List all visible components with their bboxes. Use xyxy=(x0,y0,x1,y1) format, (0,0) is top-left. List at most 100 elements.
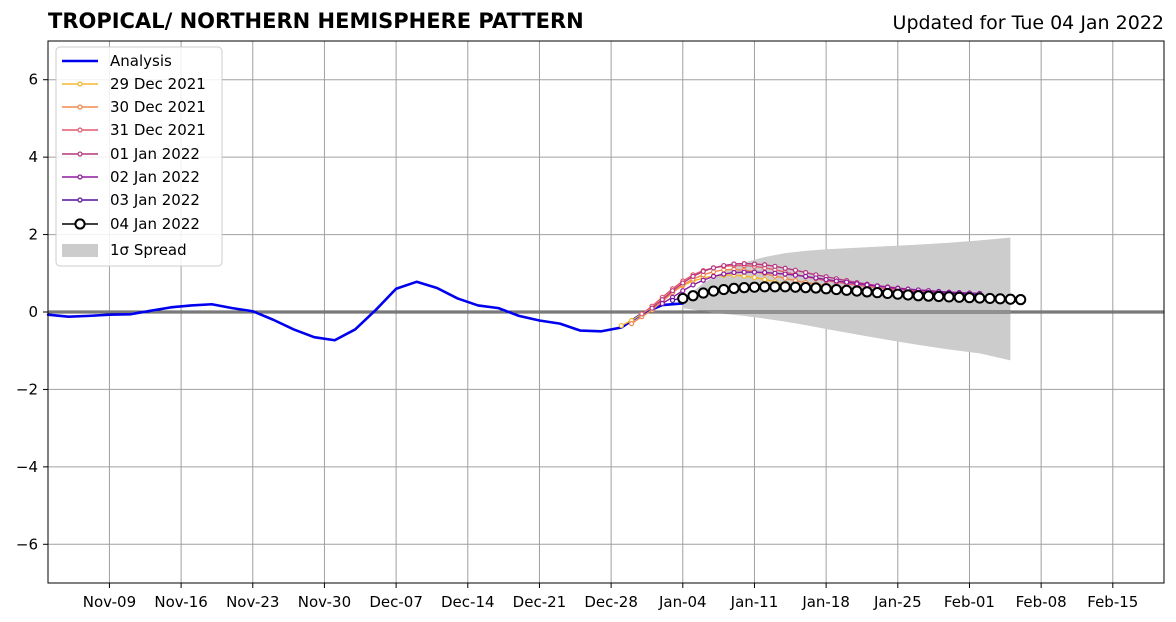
current-point xyxy=(943,291,955,303)
forecast-point xyxy=(792,272,799,278)
forecast-point xyxy=(721,262,727,269)
x-tick-label: Jan-25 xyxy=(873,593,922,611)
current-point xyxy=(718,283,730,296)
forecast-point xyxy=(762,262,768,268)
legend-entry: 29 Dec 2021 xyxy=(62,75,206,93)
legend-label: 01 Jan 2022 xyxy=(110,145,200,163)
current-point xyxy=(677,292,689,305)
legend-label: 03 Jan 2022 xyxy=(110,191,200,209)
legend-marker xyxy=(77,174,83,180)
legend-marker xyxy=(77,81,83,87)
x-axis-ticks: Nov-09 Nov-16 Nov-23 Nov-30 Dec-07 Dec-14 Dec-… xyxy=(83,583,1138,611)
x-tick-label: Nov-09 xyxy=(83,593,136,611)
current-point xyxy=(830,283,842,296)
forecast-point xyxy=(762,276,768,283)
current-forecast-series xyxy=(677,281,1027,306)
legend-label: 30 Dec 2021 xyxy=(110,98,206,116)
legend-entry: 02 Jan 2022 xyxy=(62,168,200,186)
analysis-line xyxy=(46,280,685,342)
forecast-point xyxy=(803,273,809,279)
forecast-point xyxy=(639,311,645,317)
y-tick-label: 2 xyxy=(28,226,38,244)
current-point xyxy=(800,282,812,294)
current-point xyxy=(892,288,904,300)
chart-title: TROPICAL/ NORTHERN HEMISPHERE PATTERN xyxy=(48,9,584,33)
forecast-point xyxy=(751,274,758,281)
x-tick-label: Nov-16 xyxy=(154,593,207,611)
forecast-point xyxy=(844,279,850,285)
legend-entry: Analysis xyxy=(62,52,172,70)
x-tick-label: Jan-04 xyxy=(658,593,707,611)
y-tick-label: −6 xyxy=(16,535,38,553)
legend-label: Analysis xyxy=(110,52,172,70)
forecast-point xyxy=(700,277,706,283)
legend-box xyxy=(55,46,223,267)
current-point xyxy=(912,290,924,302)
x-tick-label: Nov-30 xyxy=(298,593,351,611)
current-point xyxy=(820,283,832,295)
current-point xyxy=(851,285,863,297)
current-point xyxy=(728,282,740,294)
x-tick-label: Feb-08 xyxy=(1016,593,1067,611)
y-tick-label: 0 xyxy=(28,303,38,321)
x-tick-label: Jan-11 xyxy=(730,593,779,611)
current-point xyxy=(871,287,883,299)
legend-entry: 31 Dec 2021 xyxy=(62,121,206,139)
x-tick-label: Nov-23 xyxy=(226,593,279,611)
legend-label: 1σ Spread xyxy=(110,241,187,259)
forecast-point xyxy=(669,297,676,303)
forecast-point xyxy=(680,288,686,294)
current-point xyxy=(974,292,986,304)
plot-frame xyxy=(47,40,1165,584)
forecast-point xyxy=(762,269,768,276)
forecast-point xyxy=(659,300,665,307)
x-tick-label: Feb-01 xyxy=(944,593,995,611)
forecast-point xyxy=(813,275,819,281)
legend-entry: 04 Jan 2022 xyxy=(62,215,200,233)
legend: Analysis 29 Dec 2021 30 Dec 2021 31 Dec 202… xyxy=(55,46,223,267)
forecast-point xyxy=(741,269,747,275)
legend-marker xyxy=(77,127,83,133)
legend-entry: 1σ Spread xyxy=(62,241,187,259)
legend-marker xyxy=(74,218,86,230)
forecast-point xyxy=(782,271,788,277)
y-axis-ticks: −6 −4 −2 0 2 4 6 xyxy=(16,71,48,553)
legend-entry: 01 Jan 2022 xyxy=(62,145,200,163)
legend-entry: 30 Dec 2021 xyxy=(62,98,206,116)
zero-line xyxy=(48,310,1164,314)
legend-label: 29 Dec 2021 xyxy=(110,75,206,93)
x-tick-label: Jan-18 xyxy=(801,593,850,611)
updated-date: Updated for Tue 04 Jan 2022 xyxy=(892,12,1164,34)
forecast-point xyxy=(751,261,758,267)
forecast-point xyxy=(680,280,686,286)
grid-lines xyxy=(48,41,1164,583)
x-tick-label: Dec-21 xyxy=(513,593,567,611)
forecast-point xyxy=(792,267,799,273)
forecast-point xyxy=(700,268,706,274)
forecast-point xyxy=(669,288,676,294)
forecast-point xyxy=(710,273,717,279)
current-point xyxy=(881,287,894,300)
current-point xyxy=(769,281,781,293)
forecast-point xyxy=(772,270,778,276)
y-tick-label: 6 xyxy=(28,71,38,89)
legend-marker xyxy=(77,197,83,203)
forecast-point xyxy=(731,261,737,267)
legend-label: 02 Jan 2022 xyxy=(110,168,200,186)
forecast-point xyxy=(731,269,737,276)
current-point xyxy=(759,281,771,293)
current-point xyxy=(1004,293,1017,305)
current-point xyxy=(922,290,935,302)
x-tick-label: Dec-14 xyxy=(441,593,495,611)
forecast-point xyxy=(782,275,788,281)
current-point xyxy=(861,286,873,298)
current-point xyxy=(738,282,750,294)
forecast-point xyxy=(854,281,860,287)
current-point xyxy=(789,281,802,293)
forecast-point xyxy=(833,278,839,284)
current-point xyxy=(707,285,720,297)
y-tick-label: −4 xyxy=(16,458,38,476)
current-point xyxy=(1015,294,1027,306)
legend-marker xyxy=(77,104,83,110)
